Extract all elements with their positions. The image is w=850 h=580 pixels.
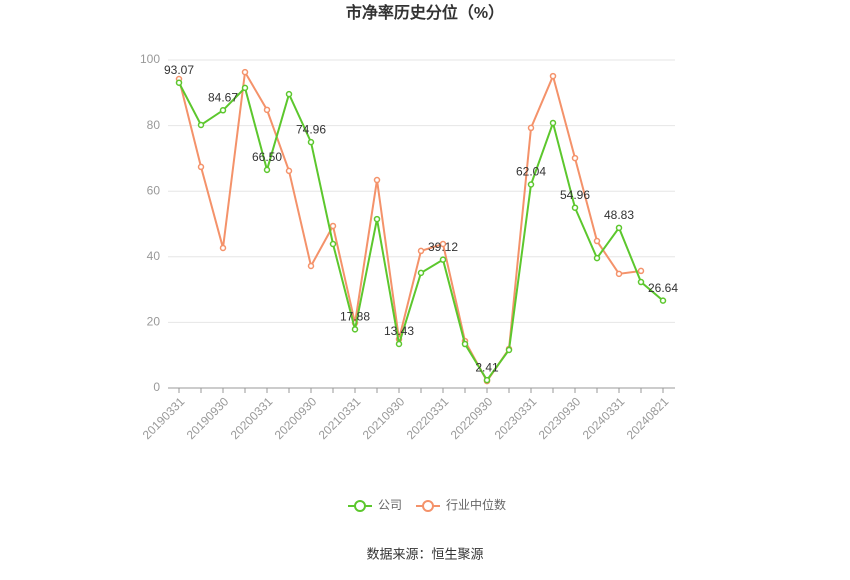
- data-point: [571, 154, 579, 162]
- chart-title: 市净率历史分位（%）: [346, 3, 504, 22]
- data-point: [329, 240, 337, 248]
- data-point: [417, 269, 425, 277]
- data-point: [329, 222, 337, 230]
- source: 数据来源：恒生聚源: [366, 546, 483, 561]
- y-tick-label: 20: [147, 315, 161, 329]
- data-label: 66.50: [252, 150, 282, 164]
- data-point: [417, 247, 425, 255]
- data-point: [285, 90, 293, 98]
- legend-marker: [422, 500, 434, 512]
- series-line: [178, 82, 664, 382]
- data-point: [593, 237, 601, 245]
- x-tick-label: 20200331: [228, 394, 276, 442]
- x-tick-label: 20190930: [184, 394, 232, 442]
- data-label: 39.12: [428, 240, 458, 254]
- x-tick-label: 20210331: [316, 394, 364, 442]
- data-point: [637, 278, 645, 286]
- legend-label: 公司: [378, 498, 402, 512]
- x-tick-label: 20230331: [492, 394, 540, 442]
- x-tick-label: 20210930: [360, 394, 408, 442]
- data-point: [197, 163, 205, 171]
- data-point: [615, 224, 623, 232]
- data-point: [197, 121, 205, 129]
- x-tick-label: 20240331: [580, 394, 628, 442]
- data-point: [461, 340, 469, 348]
- data-point: [659, 297, 667, 304]
- data-label: 17.88: [340, 310, 370, 324]
- y-tick-label: 100: [140, 52, 160, 66]
- legend-item[interactable]: 公司: [348, 498, 402, 512]
- y-tick-label: 60: [147, 183, 161, 197]
- data-point: [527, 181, 535, 188]
- data-point: [351, 326, 359, 333]
- data-point: [373, 215, 381, 223]
- data-point: [175, 79, 183, 86]
- data-point: [307, 138, 315, 146]
- data-point: [373, 176, 381, 184]
- data-point: [549, 72, 557, 80]
- data-point: [285, 167, 293, 175]
- data-point: [307, 262, 315, 270]
- data-label: 48.83: [604, 208, 634, 222]
- series-line: [178, 69, 642, 384]
- data-label: 13.43: [384, 324, 414, 338]
- data-label: 93.07: [164, 63, 194, 77]
- data-label: 84.67: [208, 90, 238, 104]
- data-point: [241, 84, 249, 92]
- legend-item[interactable]: 行业中位数: [416, 497, 506, 512]
- y-tick-label: 40: [147, 249, 161, 263]
- x-tick-label: 20230930: [536, 394, 584, 442]
- y-tick-label: 0: [153, 380, 160, 394]
- data-point: [637, 267, 645, 275]
- data-label: 54.96: [560, 188, 590, 202]
- x-tick-label: 20190331: [140, 394, 188, 442]
- data-point: [241, 68, 249, 76]
- data-point: [505, 346, 513, 354]
- x-tick-label: 20220331: [404, 394, 452, 442]
- data-point: [549, 119, 557, 127]
- data-point: [571, 204, 579, 211]
- data-point: [527, 124, 535, 132]
- data-label: 74.96: [296, 122, 326, 136]
- data-point: [263, 166, 271, 174]
- legend-label: 行业中位数: [446, 497, 506, 512]
- data-label: 2.41: [475, 360, 499, 374]
- x-tick-label: 20200930: [272, 394, 320, 442]
- y-tick-label: 80: [147, 118, 161, 132]
- data-point: [439, 256, 447, 263]
- data-point: [593, 254, 601, 262]
- data-point: [395, 340, 403, 348]
- x-tick-label: 20240821: [624, 394, 672, 442]
- data-label: 62.04: [516, 165, 546, 179]
- x-tick-label: 20220930: [448, 394, 496, 442]
- data-point: [439, 240, 447, 248]
- data-point: [263, 106, 271, 114]
- data-label: 26.64: [648, 281, 678, 295]
- legend-marker: [354, 500, 366, 512]
- data-point: [483, 376, 491, 384]
- data-point: [615, 270, 623, 278]
- data-point: [219, 107, 227, 114]
- data-point: [219, 244, 227, 252]
